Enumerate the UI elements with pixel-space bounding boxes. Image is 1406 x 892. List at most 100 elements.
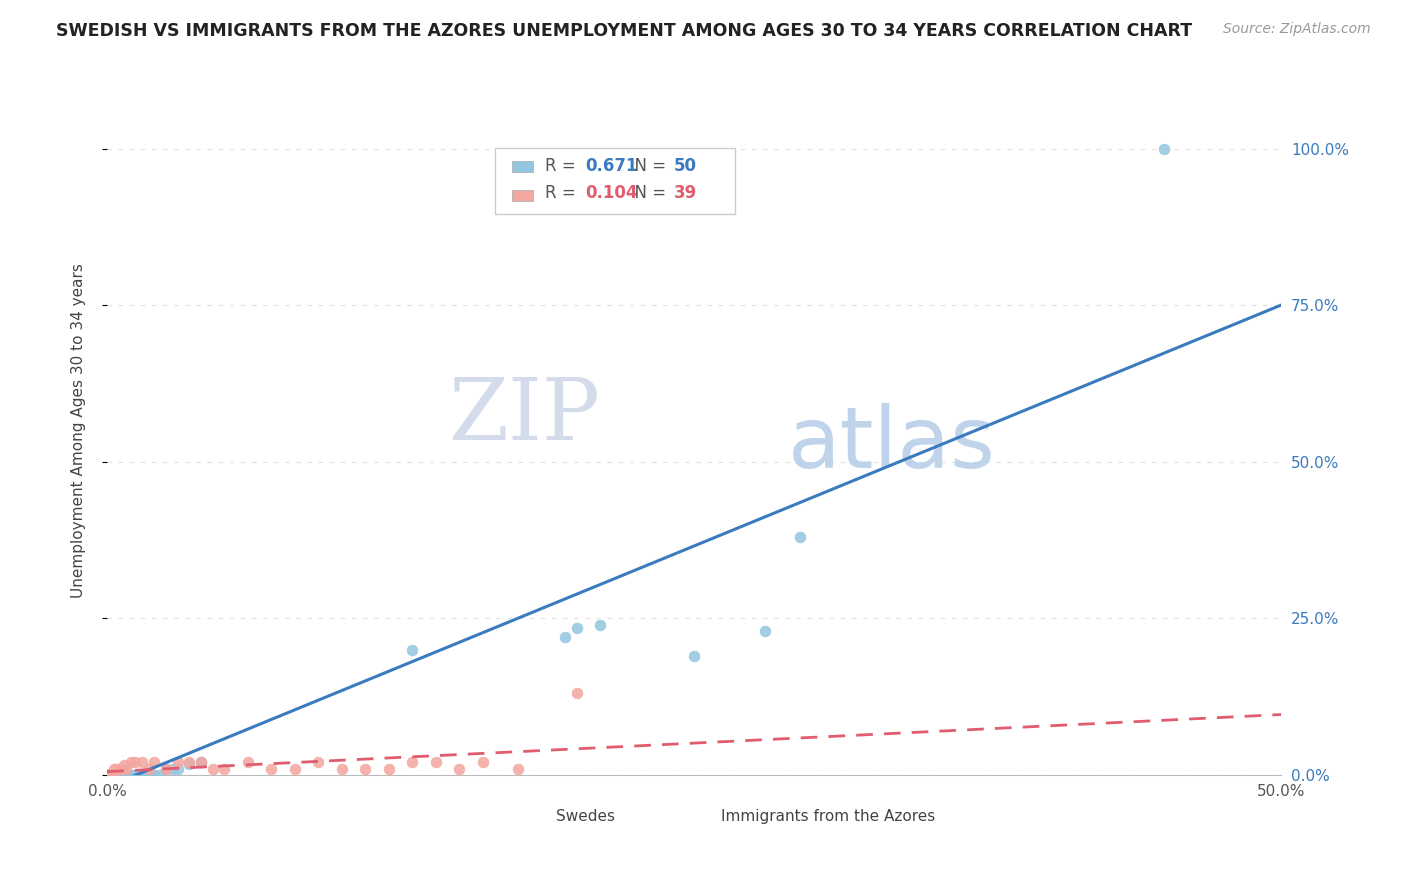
Point bbox=[506, 762, 529, 776]
Text: 39: 39 bbox=[673, 184, 697, 202]
FancyBboxPatch shape bbox=[688, 809, 714, 824]
Point bbox=[148, 768, 170, 782]
Point bbox=[179, 756, 201, 770]
Point bbox=[105, 762, 128, 776]
Point bbox=[103, 762, 125, 776]
Point bbox=[425, 756, 447, 770]
Point bbox=[96, 768, 118, 782]
Point bbox=[129, 768, 152, 782]
Point bbox=[105, 768, 128, 782]
Point bbox=[471, 756, 494, 770]
Point bbox=[127, 768, 149, 782]
Point bbox=[112, 768, 135, 782]
Text: atlas: atlas bbox=[787, 403, 995, 486]
Point bbox=[108, 768, 131, 782]
Point bbox=[284, 762, 307, 776]
Point bbox=[108, 768, 131, 782]
Text: ZIP: ZIP bbox=[449, 376, 600, 458]
Text: SWEDISH VS IMMIGRANTS FROM THE AZORES UNEMPLOYMENT AMONG AGES 30 TO 34 YEARS COR: SWEDISH VS IMMIGRANTS FROM THE AZORES UN… bbox=[56, 22, 1192, 40]
Text: Swedes: Swedes bbox=[555, 808, 614, 823]
Point bbox=[449, 762, 471, 776]
Point bbox=[143, 756, 166, 770]
Point bbox=[214, 762, 236, 776]
Point bbox=[330, 762, 353, 776]
Point bbox=[122, 768, 145, 782]
Point bbox=[108, 768, 131, 782]
Text: 50: 50 bbox=[673, 156, 697, 175]
Point bbox=[134, 768, 156, 782]
Point bbox=[112, 768, 135, 782]
Point bbox=[115, 768, 138, 782]
Point bbox=[100, 768, 122, 782]
FancyBboxPatch shape bbox=[512, 161, 533, 172]
Point bbox=[115, 768, 138, 782]
Point bbox=[105, 768, 128, 782]
Point bbox=[96, 768, 118, 782]
Point bbox=[565, 621, 588, 635]
FancyBboxPatch shape bbox=[495, 148, 735, 214]
Point bbox=[565, 686, 588, 700]
Point bbox=[96, 768, 118, 782]
Point bbox=[103, 768, 125, 782]
Point bbox=[110, 762, 132, 776]
Point bbox=[589, 617, 612, 632]
Text: R =: R = bbox=[546, 184, 581, 202]
Point bbox=[100, 768, 122, 782]
Point bbox=[96, 768, 118, 782]
Point bbox=[108, 762, 131, 776]
Point bbox=[166, 756, 188, 770]
Point bbox=[96, 768, 118, 782]
Point bbox=[138, 762, 160, 776]
Point bbox=[96, 768, 118, 782]
Point bbox=[236, 756, 259, 770]
FancyBboxPatch shape bbox=[524, 809, 550, 824]
Text: R =: R = bbox=[546, 156, 581, 175]
Point bbox=[307, 756, 329, 770]
Point bbox=[108, 768, 131, 782]
Point bbox=[96, 768, 118, 782]
Point bbox=[96, 768, 118, 782]
Point bbox=[754, 624, 776, 638]
Point bbox=[683, 648, 706, 663]
Point bbox=[117, 768, 139, 782]
Point bbox=[124, 768, 146, 782]
Point bbox=[100, 768, 122, 782]
Point bbox=[131, 756, 153, 770]
Point bbox=[112, 758, 135, 772]
Point bbox=[124, 756, 146, 770]
Point bbox=[155, 762, 177, 776]
Point bbox=[96, 768, 118, 782]
Point bbox=[155, 762, 177, 776]
Point bbox=[789, 530, 811, 544]
Point bbox=[190, 756, 212, 770]
Text: 0.671: 0.671 bbox=[585, 156, 637, 175]
Point bbox=[120, 756, 142, 770]
Point bbox=[190, 756, 212, 770]
Point bbox=[110, 768, 132, 782]
Point bbox=[554, 630, 576, 644]
FancyBboxPatch shape bbox=[512, 190, 533, 202]
Point bbox=[108, 768, 131, 782]
Point bbox=[143, 768, 166, 782]
Point bbox=[401, 642, 423, 657]
Point bbox=[103, 768, 125, 782]
Text: N =: N = bbox=[624, 156, 671, 175]
Point bbox=[96, 768, 118, 782]
Point bbox=[166, 762, 188, 776]
Point bbox=[378, 762, 401, 776]
Point bbox=[96, 768, 118, 782]
Point bbox=[96, 768, 118, 782]
Point bbox=[179, 756, 201, 771]
Point bbox=[96, 768, 118, 782]
Point bbox=[98, 768, 121, 782]
Point bbox=[260, 762, 283, 776]
Point bbox=[117, 768, 139, 782]
Point bbox=[115, 762, 138, 776]
Text: N =: N = bbox=[624, 184, 671, 202]
Point bbox=[1153, 142, 1175, 156]
Text: Immigrants from the Azores: Immigrants from the Azores bbox=[721, 808, 935, 823]
Point bbox=[401, 756, 423, 770]
Point bbox=[138, 768, 160, 782]
Text: 0.104: 0.104 bbox=[585, 184, 637, 202]
Point bbox=[201, 762, 224, 776]
